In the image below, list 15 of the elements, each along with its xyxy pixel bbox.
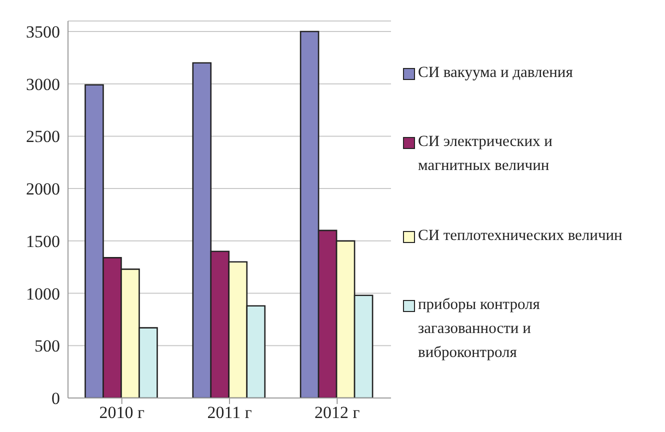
y-tick-label: 1000: [26, 284, 60, 304]
y-tick-label: 500: [34, 336, 60, 356]
x-tick-label: 2011 г: [207, 403, 252, 422]
y-tick-label: 0: [52, 389, 60, 408]
legend-label: СИ теплотехнических величин: [418, 226, 622, 246]
legend-label: СИ электрических и магнитных величин: [418, 132, 554, 176]
y-tick-label: 3000: [26, 74, 60, 94]
y-tick-label: 3500: [26, 22, 60, 42]
x-tick-label: 2012 г: [314, 403, 360, 422]
y-tick-label: 2000: [26, 180, 60, 199]
x-tick-label: 2010 г: [99, 403, 144, 422]
legend-label: СИ вакуума и давления: [418, 62, 573, 83]
y-tick-label: 2500: [26, 127, 60, 146]
legend-label: приборы контроля загазованности и виброконтроля: [418, 295, 541, 364]
y-tick-label: 1500: [26, 232, 60, 251]
